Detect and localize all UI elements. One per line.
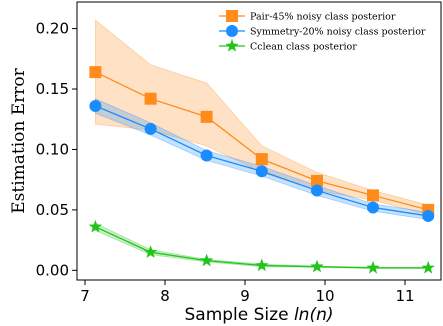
x-axis-label: Sample Size ln(n): [185, 305, 334, 325]
data-point-series-3: [199, 253, 214, 267]
legend-label: Pair-45% noisy class posterior: [250, 12, 396, 23]
y-tick-label: 0.10: [36, 140, 69, 158]
x-tick-label: 7: [80, 287, 90, 305]
data-point-series-2: [367, 201, 379, 214]
data-point-series-1: [311, 174, 323, 187]
y-tick-label: 0.00: [36, 261, 69, 279]
data-point-series-3: [366, 260, 380, 274]
x-axis-label-math: ln(n): [294, 305, 334, 325]
legend-label: Cclean class posterior: [250, 42, 357, 53]
data-point-series-1: [367, 189, 379, 202]
data-point-series-3: [310, 259, 324, 273]
plot-frame: [76, 1, 442, 281]
x-tick-label: 9: [240, 287, 250, 305]
data-point-series-1: [200, 110, 213, 123]
data-point-series-1: [144, 92, 157, 105]
y-tick-label: 0.05: [36, 201, 69, 219]
confidence-bands: [95, 19, 429, 269]
legend: Pair-45% noisy class posterior Symmetry-2…: [219, 10, 426, 53]
legend-label: Symmetry-20% noisy class posterior: [250, 27, 426, 38]
data-point-series-1: [255, 153, 268, 166]
data-point-series-2: [255, 165, 268, 178]
x-axis-label-text: Sample Size: [185, 305, 294, 325]
data-point-series-2: [89, 99, 102, 112]
x-tick-label: 8: [160, 287, 170, 305]
data-point-series-1: [89, 66, 102, 79]
data-point-series-2: [311, 184, 323, 197]
data-point-series-3: [421, 260, 435, 274]
legend-marker: [225, 39, 239, 52]
data-point-series-2: [422, 209, 435, 222]
legend-marker: [226, 25, 238, 37]
y-axis-label: Estimation Error: [9, 67, 29, 213]
y-tick-label: 0.15: [36, 80, 69, 98]
y-axis-ticks: 0.00 0.05 0.10 0.15 0.20: [36, 20, 77, 279]
x-tick-label: 10: [315, 287, 334, 305]
data-point-series-3: [255, 258, 269, 272]
y-tick-label: 0.20: [36, 20, 69, 38]
x-tick-label: 11: [395, 287, 414, 305]
data-point-series-3: [143, 245, 158, 258]
data-point-series-2: [200, 149, 213, 162]
series-markers: [88, 66, 435, 274]
data-point-series-2: [144, 122, 157, 135]
legend-marker: [226, 10, 238, 22]
x-axis-ticks: 7 8 9 10 11: [80, 280, 415, 305]
data-point-series-3: [88, 219, 103, 233]
